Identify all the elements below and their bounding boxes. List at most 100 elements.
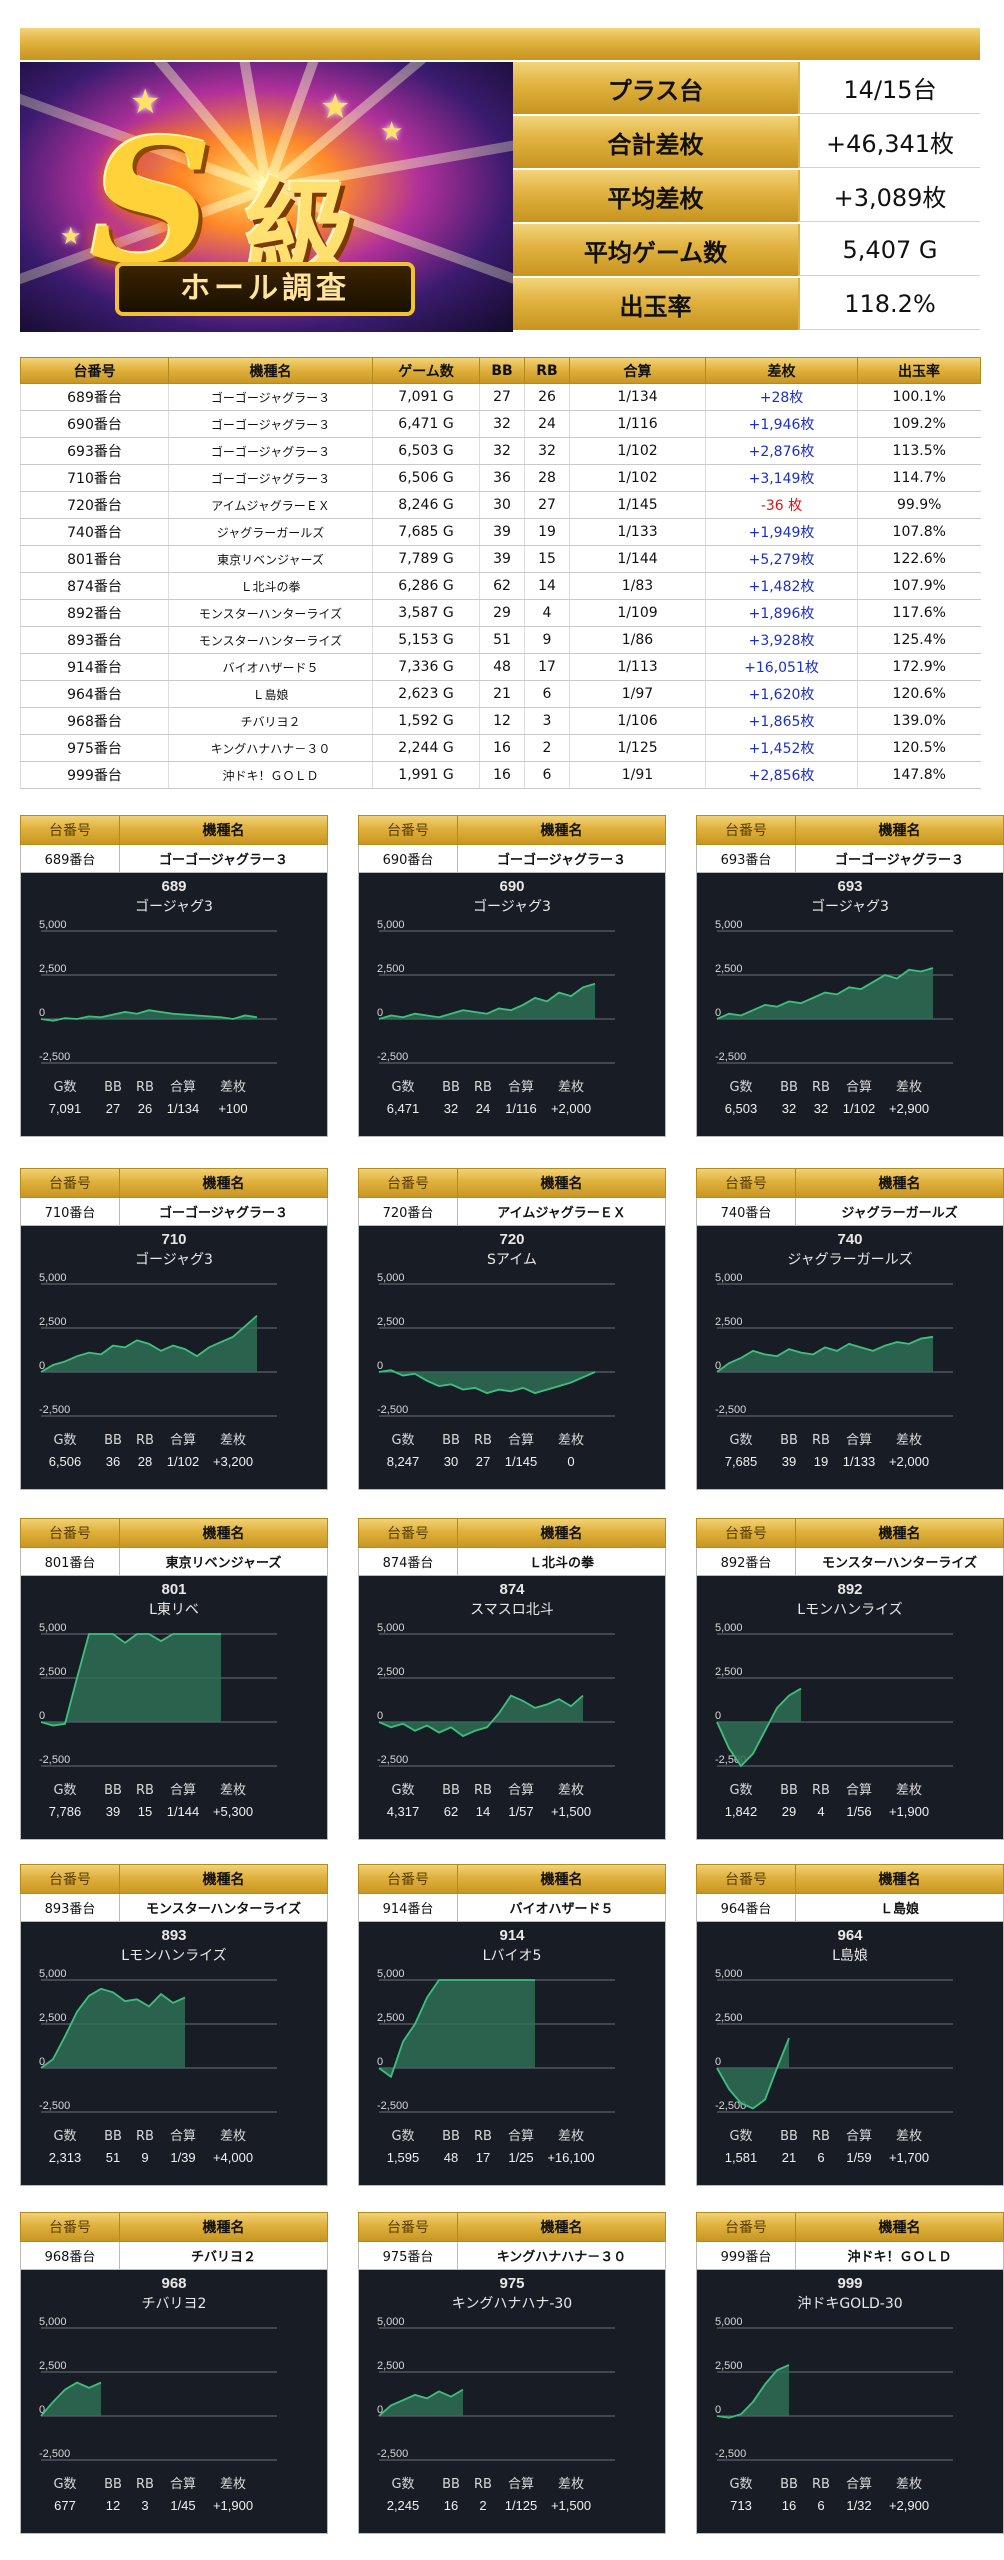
stat-label: 差枚 bbox=[896, 1783, 922, 1798]
stat-label: G数 bbox=[729, 1433, 752, 1448]
summary-value: 14/15台 bbox=[798, 62, 980, 114]
table-row: 690番台 ゴーゴージャグラー３ 6,471 G 32 24 1/116 +1,946枚 10… bbox=[20, 410, 981, 438]
stat-value: 6,471 bbox=[387, 1101, 420, 1116]
y-tick-label: 2,500 bbox=[377, 2360, 405, 2372]
slump-line bbox=[716, 1335, 934, 1373]
graph-title: ゴージャグ3 bbox=[135, 1251, 213, 1268]
card-header: 台番号 機種名 bbox=[20, 1864, 328, 1894]
stat-value: 677 bbox=[54, 2498, 76, 2513]
table-row: 693番台 ゴーゴージャグラー３ 6,503 G 32 32 1/102 +2,876枚 11… bbox=[20, 437, 981, 465]
stat-label: 差枚 bbox=[558, 2477, 584, 2492]
payout-rate-cell: 147.8% bbox=[857, 761, 981, 789]
stat-value: 1/59 bbox=[846, 2150, 871, 2165]
card-unit-number: 914番台 bbox=[358, 1894, 458, 1922]
slump-area bbox=[379, 983, 595, 1019]
diff-cell: +1,949枚 bbox=[705, 518, 858, 546]
machine-graph-card: 台番号 機種名 801番台 東京リベンジャーズ 801 L東リベ 5,000 2,500 0 -2… bbox=[20, 1518, 328, 1840]
slump-graph: 690 ゴージャグ3 5,000 2,500 0 -2,500 G数 6,471 BB 32 RB 2… bbox=[358, 873, 666, 1137]
graph-title: L島娘 bbox=[832, 1948, 868, 1964]
graph-unit-number: 893 bbox=[161, 1927, 186, 1944]
machine-graph-card: 台番号 機種名 968番台 チバリヨ２ 968 チバリヨ2 5,000 2,500 0 -2,50… bbox=[20, 2212, 328, 2534]
slump-line bbox=[378, 1369, 596, 1395]
slump-line bbox=[716, 2364, 790, 2419]
table-row: 975番台 キングハナハナ－３０ 2,244 G 16 2 1/125 +1,452枚 120… bbox=[20, 734, 981, 762]
y-tick-label: 2,500 bbox=[377, 1666, 405, 1678]
card-model-name: ゴーゴージャグラー３ bbox=[458, 845, 666, 873]
star-icon: ★ bbox=[380, 117, 404, 147]
card-header: 台番号 機種名 bbox=[696, 2212, 1004, 2242]
slump-graph-svg: 914 Lバイオ5 5,000 2,500 0 -2,500 G数 1,595 BB 48 RB 17… bbox=[377, 1927, 615, 2165]
unit-number-cell: 874番台 bbox=[20, 572, 169, 600]
graph-title: Sアイム bbox=[487, 1252, 537, 1268]
slump-area bbox=[41, 1634, 221, 1726]
stat-label: BB bbox=[442, 2129, 460, 2144]
card-header-unit-label: 台番号 bbox=[696, 1864, 796, 1894]
model-name-cell: モンスターハンターライズ bbox=[168, 599, 373, 627]
card-header-model-label: 機種名 bbox=[120, 1168, 328, 1198]
bb-cell: 39 bbox=[479, 518, 525, 546]
summary-value: 118.2% bbox=[798, 278, 980, 330]
card-header-unit-label: 台番号 bbox=[20, 1864, 120, 1894]
y-tick-label: 2,500 bbox=[39, 2012, 67, 2024]
stat-label: 差枚 bbox=[896, 1080, 922, 1095]
card-unit-number: 999番台 bbox=[696, 2242, 796, 2270]
card-header-model-label: 機種名 bbox=[796, 1864, 1004, 1894]
slump-graph-svg: 964 L島娘 5,000 2,500 0 -2,500 G数 1,581 BB 21 RB 6 合算 1… bbox=[715, 1927, 953, 2165]
stat-label: 合算 bbox=[170, 1783, 196, 1798]
machine-graph-card: 台番号 機種名 690番台 ゴーゴージャグラー３ 690 ゴージャグ3 5,000 2,500… bbox=[358, 815, 666, 1137]
stat-label: G数 bbox=[729, 1783, 752, 1798]
diff-cell: +16,051枚 bbox=[705, 653, 858, 681]
y-tick-label: 5,000 bbox=[39, 919, 67, 931]
stat-value: 1/134 bbox=[167, 1101, 200, 1116]
y-tick-label: 0 bbox=[377, 2404, 383, 2416]
card-model-name: ゴーゴージャグラー３ bbox=[796, 845, 1004, 873]
stat-value: 1/102 bbox=[167, 1454, 200, 1469]
model-name-cell: ゴーゴージャグラー３ bbox=[168, 383, 373, 411]
column-header: 台番号 bbox=[20, 357, 169, 384]
stat-value: 1/32 bbox=[846, 2498, 871, 2513]
unit-number-cell: 720番台 bbox=[20, 491, 169, 519]
graph-title: Lバイオ5 bbox=[483, 1948, 542, 1964]
machine-graph-card: 台番号 機種名 999番台 沖ドキ！ＧＯＬＤ 999 沖ドキGOLD-30 5,000 2,5… bbox=[696, 2212, 1004, 2534]
card-unit-number: 710番台 bbox=[20, 1198, 120, 1226]
card-unit-number: 975番台 bbox=[358, 2242, 458, 2270]
card-header-model-label: 機種名 bbox=[796, 1168, 1004, 1198]
games-cell: 6,471 G bbox=[372, 410, 480, 438]
stat-label: 合算 bbox=[170, 1080, 196, 1095]
slump-area bbox=[717, 1336, 933, 1372]
diff-cell: +1,452枚 bbox=[705, 734, 858, 762]
stat-label: RB bbox=[136, 2129, 154, 2144]
slump-graph: 720 Sアイム 5,000 2,500 0 -2,500 G数 8,247 BB 30 RB 27 合… bbox=[358, 1226, 666, 1490]
top-gold-bar bbox=[20, 28, 980, 60]
y-tick-label: 2,500 bbox=[39, 963, 67, 975]
bb-cell: 30 bbox=[479, 491, 525, 519]
rb-cell: 28 bbox=[524, 464, 570, 492]
y-tick-label: 5,000 bbox=[715, 2316, 743, 2328]
table-row: 689番台 ゴーゴージャグラー３ 7,091 G 27 26 1/134 +28枚 100.1… bbox=[20, 383, 981, 411]
card-unit-number: 874番台 bbox=[358, 1548, 458, 1576]
stat-label: RB bbox=[474, 1433, 492, 1448]
games-cell: 1,991 G bbox=[372, 761, 480, 789]
slump-graph: 893 Lモンハンライズ 5,000 2,500 0 -2,500 G数 2,313 BB 51 R… bbox=[20, 1922, 328, 2186]
table-row: 893番台 モンスターハンターライズ 5,153 G 51 9 1/86 +3,928枚 12… bbox=[20, 626, 981, 654]
card-subheader: 710番台 ゴーゴージャグラー３ bbox=[20, 1198, 328, 1226]
y-tick-label: 2,500 bbox=[715, 1316, 743, 1328]
card-unit-number: 893番台 bbox=[20, 1894, 120, 1922]
summary-table: プラス台 14/15台 合計差枚 +46,341枚 平均差枚 +3,089枚 平均ゲー… bbox=[513, 62, 980, 332]
y-tick-label: 0 bbox=[39, 1007, 45, 1019]
stat-value: 32 bbox=[814, 1101, 828, 1116]
card-subheader: 964番台 Ｌ島娘 bbox=[696, 1894, 1004, 1922]
diff-cell: +28枚 bbox=[705, 383, 858, 411]
stat-value: 6,506 bbox=[49, 1454, 82, 1469]
y-tick-label: 2,500 bbox=[715, 2360, 743, 2372]
stat-value: 15 bbox=[138, 1804, 152, 1819]
table-row: 964番台 Ｌ島娘 2,623 G 21 6 1/97 +1,620枚 120.6% bbox=[20, 680, 981, 708]
unit-number-cell: 801番台 bbox=[20, 545, 169, 573]
stat-value: 14 bbox=[476, 1804, 490, 1819]
card-subheader: 720番台 アイムジャグラーＥＸ bbox=[358, 1198, 666, 1226]
card-unit-number: 964番台 bbox=[696, 1894, 796, 1922]
stat-label: 差枚 bbox=[896, 2477, 922, 2492]
stat-label: RB bbox=[812, 2477, 830, 2492]
y-tick-label: 5,000 bbox=[715, 1622, 743, 1634]
model-name-cell: ゴーゴージャグラー３ bbox=[168, 437, 373, 465]
